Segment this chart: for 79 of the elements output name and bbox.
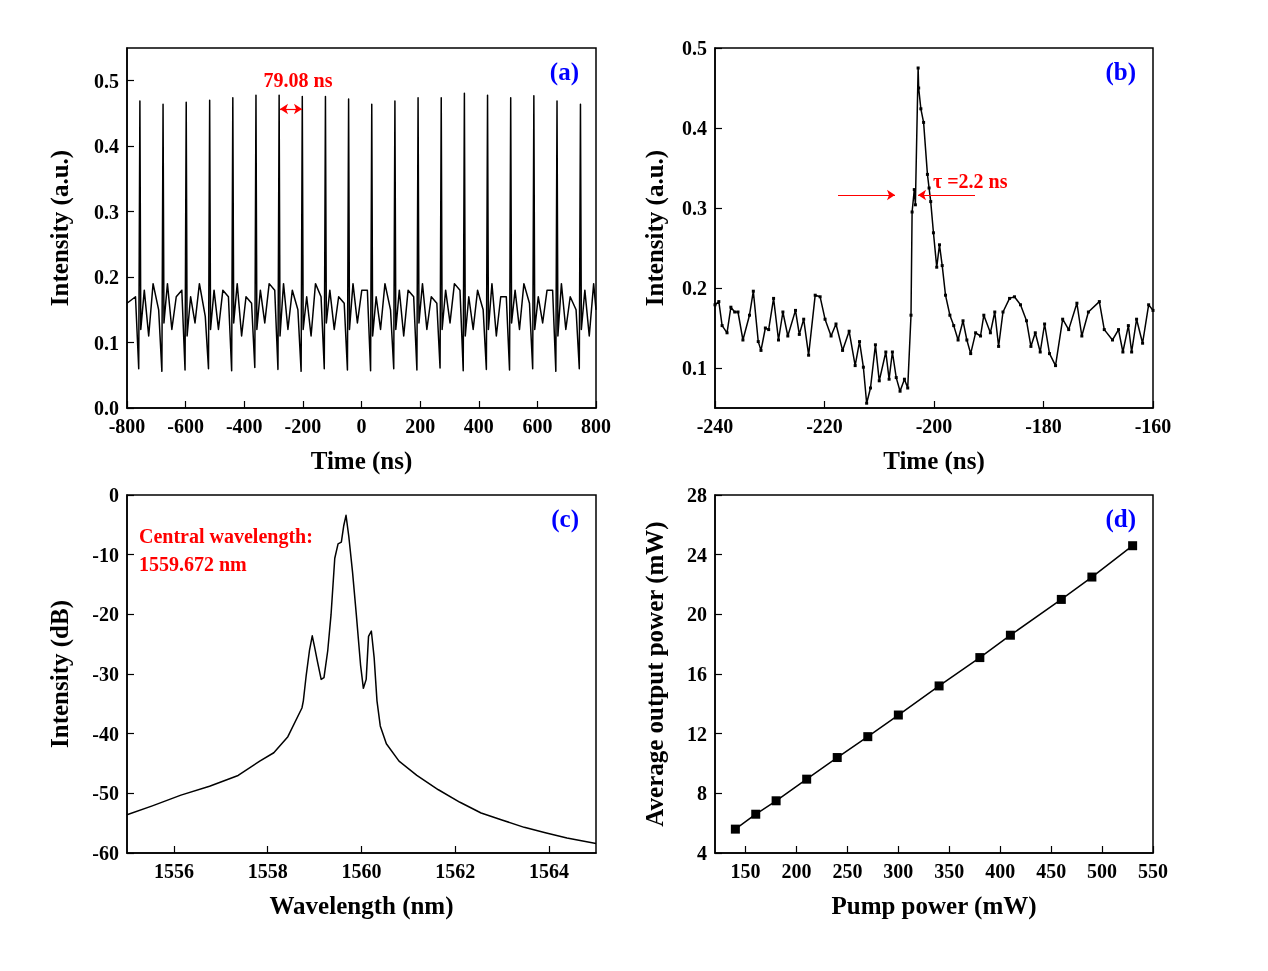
x-tick-label: 600: [522, 415, 553, 437]
x-tick-label: 1556: [153, 860, 194, 882]
x-axis-title: Time (ns): [310, 447, 413, 475]
x-axis-title: Pump power (mW): [831, 892, 1037, 920]
x-tick-label: 1564: [529, 860, 570, 882]
x-tick-label: 200: [781, 860, 812, 882]
x-tick-label: 550: [1138, 860, 1168, 882]
x-tick-label: 450: [1036, 860, 1067, 882]
point: [934, 681, 944, 691]
y-tick-label: -20: [92, 603, 119, 626]
point: [771, 796, 781, 806]
chart-title: (c): [551, 505, 579, 533]
y-tick-label: -40: [92, 722, 119, 745]
y-tick-label: 28: [687, 484, 707, 506]
y-tick-label: 8: [697, 782, 707, 805]
x-tick-label: -600: [167, 415, 204, 437]
y-tick-label: 24: [687, 543, 707, 566]
point: [1128, 541, 1138, 551]
chart-title: (d): [1105, 505, 1137, 533]
x-tick-label: -240: [696, 415, 734, 437]
point: [832, 753, 842, 763]
point: [975, 653, 985, 663]
y-tick-label: -30: [92, 663, 119, 685]
x-axis-title: Time (ns): [883, 447, 985, 475]
y-tick-label: 4: [697, 842, 707, 864]
y-axis-title: Intensity (a.u.): [46, 149, 74, 307]
annotation: 79.08 ns: [263, 69, 333, 91]
x-tick-label: 300: [883, 860, 914, 882]
x-tick-label: 200: [405, 415, 436, 437]
annotation: τ =2.2 ns: [933, 170, 1008, 192]
x-tick-label: 500: [1087, 860, 1118, 882]
x-tick-label: -180: [1025, 415, 1062, 437]
point: [730, 824, 740, 834]
x-tick-label: 400: [463, 415, 494, 437]
y-tick-label: 0.5: [94, 69, 119, 92]
y-tick-label: -60: [92, 842, 119, 864]
y-axis-title: Average output power (mW): [641, 521, 669, 827]
chart-title: (b): [1105, 58, 1137, 86]
x-tick-label: 400: [985, 860, 1016, 882]
x-tick-label: 350: [934, 860, 965, 882]
y-tick-label: -10: [92, 543, 119, 566]
point: [751, 809, 761, 819]
point: [1087, 572, 1097, 582]
y-tick-label: -50: [92, 782, 119, 805]
y-tick-label: 0.1: [682, 357, 707, 379]
x-tick-label: 150: [730, 860, 761, 882]
point: [1056, 594, 1066, 604]
x-tick-label: 0: [356, 415, 367, 437]
point: [863, 732, 873, 742]
y-tick-label: 0.3: [682, 197, 707, 219]
y-axis-title: Intensity (a.u.): [641, 149, 669, 307]
x-tick-label: 1558: [247, 860, 288, 882]
x-tick-label: 1562: [435, 860, 476, 882]
y-tick-label: 0.2: [94, 266, 119, 289]
y-tick-label: 0.4: [94, 135, 119, 158]
point: [893, 710, 903, 720]
y-tick-label: 0.3: [94, 200, 119, 223]
y-tick-label: 0.5: [682, 37, 707, 59]
y-tick-label: 0.2: [682, 277, 707, 299]
x-axis-title: Wavelength (nm): [269, 892, 454, 920]
x-tick-label: -160: [1134, 415, 1172, 437]
point: [1005, 630, 1015, 640]
x-tick-label: -400: [225, 415, 263, 437]
y-tick-label: 16: [687, 663, 707, 685]
y-axis-title: Intensity (dB): [46, 600, 74, 748]
x-tick-label: -220: [806, 415, 843, 437]
y-tick-label: 0.1: [94, 331, 119, 354]
y-tick-label: 20: [687, 603, 707, 626]
point: [802, 774, 812, 784]
y-tick-label: 0.4: [682, 117, 707, 139]
x-tick-label: -200: [284, 415, 322, 437]
x-tick-label: 800: [581, 415, 611, 437]
x-tick-label: -200: [915, 415, 953, 437]
chart-title: (a): [549, 58, 580, 86]
annotation: Central wavelength: 1559.672 nm: [139, 525, 313, 575]
y-tick-label: 12: [687, 722, 707, 745]
y-tick-label: 0: [109, 484, 119, 506]
x-tick-label: 250: [832, 860, 863, 882]
x-tick-label: 1560: [341, 860, 382, 882]
